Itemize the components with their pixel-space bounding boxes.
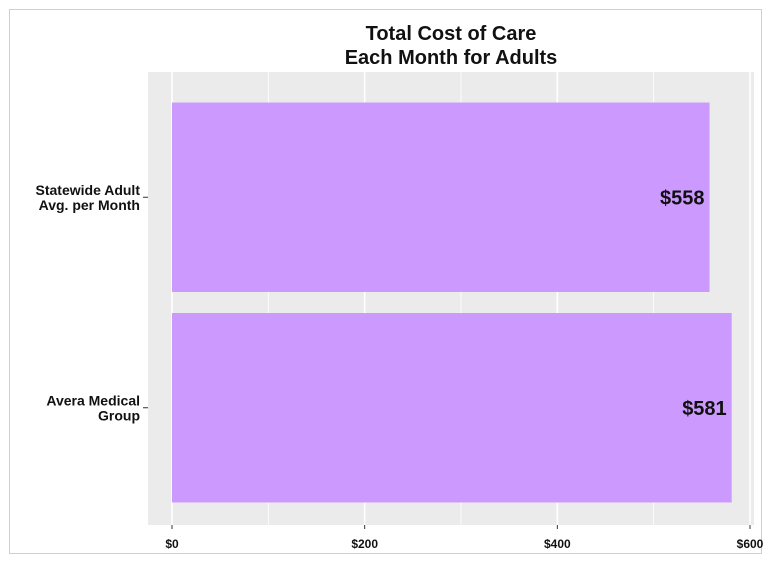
bar-1 [172,102,710,292]
x-tick-label: $200 [351,537,378,551]
category-label-line: Statewide Adult [36,182,141,198]
category-label-line: Avera Medical [46,392,140,408]
x-tick-label: $0 [165,537,179,551]
data-label-1: $558 [660,187,705,209]
category-label-line: Group [98,407,140,423]
chart-title-line-2: Each Month for Adults [344,47,558,69]
category-label-line: Avg. per Month [39,197,140,213]
category-label-1: Statewide Adult Avg. per Month [36,182,141,213]
category-label-2: Avera Medical Group [46,392,140,423]
x-tick-label: $600 [737,537,764,551]
bar-2 [172,313,732,503]
data-label-2: $581 [682,398,727,420]
chart-title-line-1: Total Cost of Care [365,23,537,45]
chart-title: Total Cost of Care Each Month for Adults [148,22,754,70]
x-tick-label: $400 [544,537,571,551]
